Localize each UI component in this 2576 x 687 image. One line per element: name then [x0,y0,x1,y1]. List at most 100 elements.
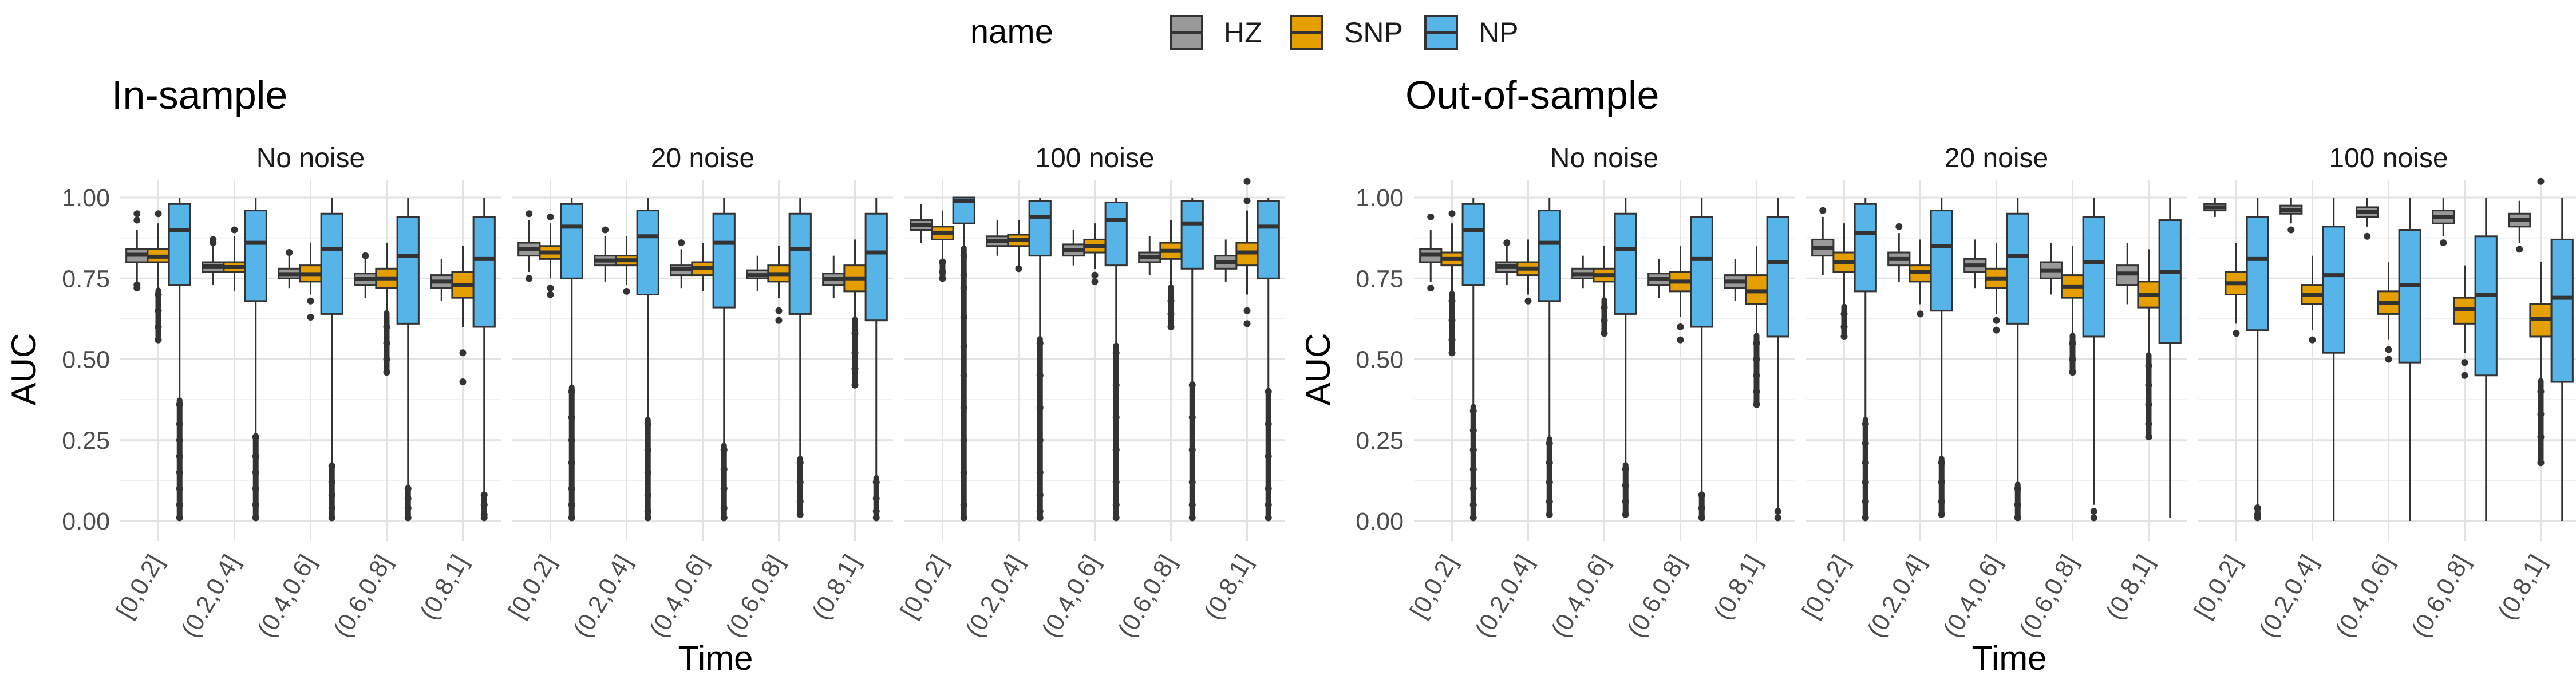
box-hz-100-noise-3 [2432,198,2455,247]
box-body [864,212,888,322]
outlier-point [133,285,141,292]
box-body [2082,216,2105,338]
outlier-point [1243,307,1251,314]
facet-title-in-sample-20-noise: 20 noise [651,143,754,173]
outlier-point [2090,508,2097,515]
box-hz-no-noise-1 [202,236,225,285]
box-snp-no-noise-4 [451,246,475,386]
box-hz-100-noise-4 [1214,239,1238,282]
y-axis-title-in-sample: AUC [5,333,43,406]
box-hz-no-noise-4 [1724,259,1747,301]
box-body [2398,229,2421,364]
box-np-100-noise-3 [1180,198,1204,522]
outlier-point [1015,265,1022,273]
box-body [1028,200,1052,257]
box-body [472,216,496,328]
outlier-point [526,210,533,218]
box-np-20-noise-3 [788,198,812,518]
box-body [1690,216,1713,328]
outlier-point [2440,239,2447,247]
box-np-20-noise-4 [864,198,888,522]
outlier-point [547,213,554,220]
box-snp-100-noise-0 [931,210,954,282]
outlier-point [1243,320,1251,327]
box-np-100-noise-4 [1257,198,1280,522]
box-np-20-noise-2 [2006,198,2029,522]
box-np-20-noise-0 [560,198,583,522]
outlier-point [1091,271,1099,279]
outlier-point [459,378,467,386]
outlier-point [2516,246,2523,253]
outlier-point [155,210,162,218]
outlier-point [2461,372,2468,379]
outlier-point [775,317,783,324]
box-np-20-noise-1 [636,198,659,522]
outlier-point [2309,336,2316,344]
legend-title: name [970,13,1053,50]
box-hz-20-noise-1 [594,226,617,282]
outlier-point [1895,223,1903,230]
box-np-100-noise-0 [952,196,975,522]
outlier-point [1774,508,1781,515]
box-np-no-noise-0 [168,198,191,522]
y-tick-label-in-sample-1: 0.25 [62,427,110,455]
block-title-out-of-sample: Out-of-sample [1405,73,1659,117]
box-body [1104,201,1128,267]
x-axis-title-in-sample: Time [678,639,753,677]
legend-label-np: NP [1479,17,1518,49]
box-np-100-noise-1 [2322,198,2345,521]
legend-label-hz: HZ [1224,17,1262,49]
facet-title-out-of-sample-no-noise: No noise [1550,143,1658,173]
box-hz-no-noise-3 [354,252,377,298]
box-np-no-noise-1 [244,198,267,522]
y-tick-label-out-of-sample-4: 1.00 [1356,184,1404,212]
box-snp-20-noise-0 [1832,223,1856,340]
box-hz-100-noise-0 [910,204,933,243]
x-axis-title-out-of-sample: Time [1971,639,2046,677]
block-title-in-sample: In-sample [112,73,287,117]
y-axis-title-out-of-sample: AUC [1299,333,1337,406]
box-body [1257,200,1280,279]
box-snp-no-noise-1 [1516,239,1540,305]
box-hz-no-noise-0 [125,210,149,292]
box-hz-20-noise-2 [1963,239,1987,289]
box-hz-20-noise-1 [1887,223,1911,282]
box-snp-20-noise-4 [2137,249,2160,441]
outlier-point [307,314,314,321]
outlier-point [1524,297,1532,305]
outlier-point [1503,239,1511,247]
box-body [1180,200,1204,270]
box-np-100-noise-4 [2550,198,2574,521]
box-hz-no-noise-4 [430,259,453,301]
outlier-point [2385,346,2392,353]
outlier-point [1427,213,1435,220]
outlier-point [459,349,467,357]
outlier-point [231,226,238,234]
outlier-point [1448,210,1456,218]
box-np-no-noise-2 [320,198,343,522]
box-snp-100-noise-1 [1007,220,1030,273]
outlier-point [1677,323,1684,330]
outlier-point [133,210,141,218]
outlier-point [775,307,783,314]
box-np-no-noise-4 [1766,198,1789,522]
box-np-20-noise-0 [1854,198,1877,522]
box-snp-20-noise-4 [843,239,867,389]
outlier-point [1677,336,1684,344]
box-snp-100-noise-1 [2301,255,2324,344]
box-np-20-noise-1 [1930,198,1953,518]
box-body [1461,203,1485,286]
y-tick-label-in-sample-0: 0.00 [62,508,110,535]
outlier-point [1774,514,1781,522]
outlier-point [602,226,609,234]
outlier-point [2364,232,2371,240]
box-hz-no-noise-3 [1647,259,1671,298]
box-body [244,210,267,302]
outlier-point [2461,359,2468,366]
box-body [168,203,191,286]
outlier-point [2537,177,2545,185]
box-snp-no-noise-4 [1745,246,1768,408]
box-np-no-noise-0 [1461,198,1485,522]
box-snp-20-noise-1 [1909,239,1932,318]
